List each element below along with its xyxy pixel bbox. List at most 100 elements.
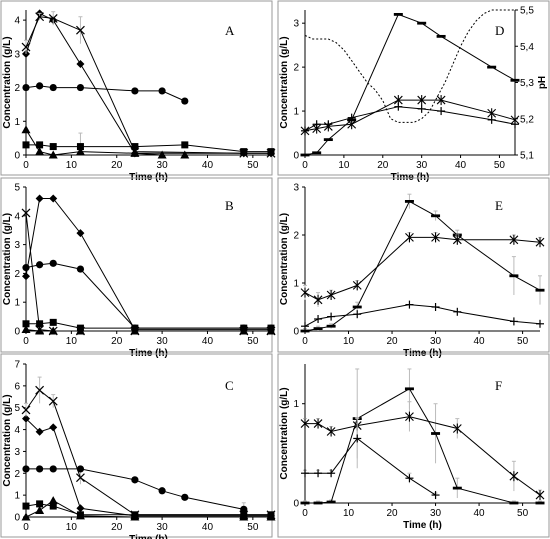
series-line [305, 416, 541, 496]
x-tick-label: 40 [474, 508, 486, 519]
marker-square [22, 320, 30, 328]
series-line [25, 418, 271, 517]
marker-x [76, 473, 85, 483]
x-tick-label: 10 [66, 336, 78, 347]
marker-diamond [76, 504, 85, 513]
y-tick-label: 2 [293, 63, 299, 74]
marker-dash [300, 329, 310, 333]
x-tick-label: 30 [157, 522, 169, 533]
y-right-tick-label: 5,3 [520, 78, 534, 89]
x-tick-label: 30 [430, 508, 442, 519]
panel-letter: D [495, 23, 504, 38]
panel-border [277, 177, 550, 353]
marker-plus [301, 469, 309, 478]
marker-asterisk [405, 232, 414, 243]
series-dash [300, 12, 520, 157]
marker-asterisk [436, 95, 446, 106]
marker-triangle [21, 125, 31, 134]
marker-asterisk [509, 234, 519, 245]
y-tick-label: 4 [14, 16, 20, 27]
marker-plus [405, 474, 414, 483]
marker-circle [131, 87, 139, 95]
x-tick-label: 10 [343, 508, 355, 519]
marker-asterisk [326, 290, 336, 300]
series-circle [22, 465, 248, 516]
x-tick-label: 20 [386, 508, 398, 519]
panel-C: 0 10 20 30 40 50 0 1 2 3 4 5 6 7 Time (h) Concentration… [0, 353, 276, 539]
y-tick-label: 0 [14, 151, 20, 162]
y-right-tick-label: 5,1 [520, 151, 534, 162]
series-asterisk [300, 232, 545, 307]
y-tick-label: 0 [293, 499, 299, 510]
y-axis-label: Concentration (g/L) [2, 213, 13, 305]
y-tick-label: 3 [14, 447, 20, 458]
series-triangle [21, 125, 190, 159]
marker-square [131, 143, 139, 151]
marker-asterisk [300, 287, 310, 298]
marker-circle [76, 465, 85, 473]
marker-plus [509, 317, 518, 326]
panel-letter: F [495, 378, 502, 393]
marker-dash [509, 274, 519, 278]
marker-circle [49, 83, 57, 92]
marker-x [35, 385, 45, 395]
series-line [304, 99, 516, 132]
marker-triangle [35, 505, 45, 514]
series-line [25, 198, 271, 331]
marker-triangle [180, 150, 190, 159]
x-tick-label: 50 [247, 336, 259, 347]
marker-square [181, 141, 189, 149]
marker-dash [313, 501, 323, 505]
marker-plus [431, 491, 440, 500]
marker-diamond [49, 194, 58, 203]
marker-dash [300, 153, 310, 157]
marker-square [36, 500, 44, 508]
marker-circle [181, 97, 189, 105]
marker-triangle [239, 326, 249, 335]
marker-plus [417, 104, 426, 113]
marker-square [49, 143, 57, 151]
marker-asterisk [313, 294, 323, 305]
marker-asterisk [509, 471, 519, 482]
marker-triangle [130, 512, 140, 521]
x-tick-label: 20 [111, 522, 123, 533]
panel-border [277, 353, 550, 538]
marker-plus [312, 120, 321, 129]
marker-plus [327, 469, 336, 478]
x-tick-label: 50 [247, 522, 259, 533]
marker-triangle [130, 326, 140, 335]
marker-triangle [157, 150, 167, 159]
marker-dash [352, 305, 362, 309]
x-tick-label: 0 [302, 160, 308, 171]
series-asterisk [300, 401, 545, 501]
marker-dash [535, 288, 545, 292]
panel-border [0, 353, 273, 538]
series-dotted [304, 9, 515, 123]
x-tick-label: 40 [455, 160, 467, 171]
marker-dash [404, 387, 414, 391]
y-tick-label: 2 [293, 231, 299, 242]
y-tick-label: 1 [293, 279, 299, 290]
marker-dash [431, 214, 441, 218]
x-tick-label: 20 [111, 336, 123, 347]
marker-dash [393, 12, 403, 16]
marker-triangle [130, 148, 140, 157]
marker-dash [323, 138, 333, 142]
x-tick-label: 40 [474, 336, 486, 347]
marker-plus [314, 315, 323, 323]
series-dash [300, 368, 545, 505]
y-tick-label: 3 [14, 240, 20, 251]
marker-asterisk [452, 423, 462, 434]
marker-plus [511, 120, 519, 129]
marker-x [48, 14, 58, 23]
marker-plus [314, 469, 323, 478]
marker-diamond [76, 229, 85, 238]
marker-plus [301, 126, 309, 135]
series-line [305, 388, 540, 504]
marker-plus [431, 303, 440, 311]
marker-square [22, 502, 30, 510]
marker-x [76, 25, 85, 35]
x-axis-label: Time (h) [129, 534, 168, 539]
